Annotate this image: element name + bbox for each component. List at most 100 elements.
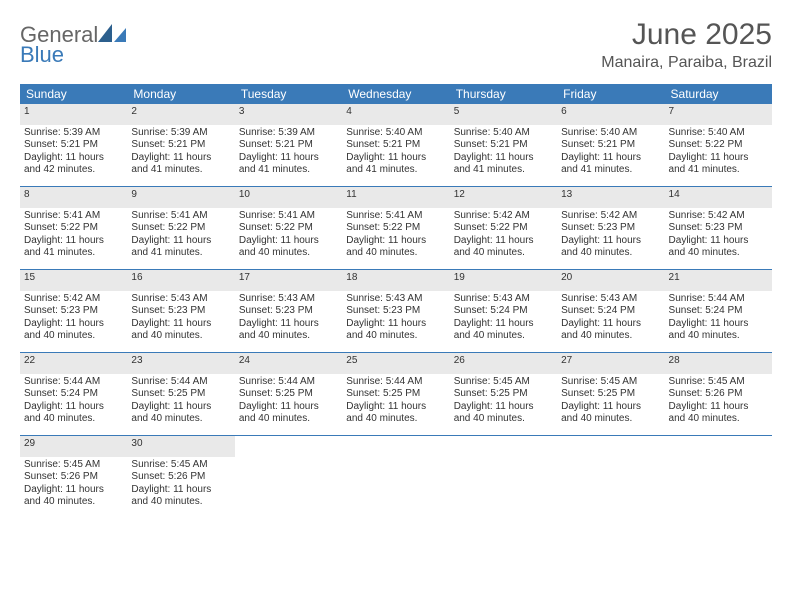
sunset-text: Sunset: 5:22 PM	[346, 222, 445, 235]
day-number: 14	[665, 187, 772, 208]
sunset-text: Sunset: 5:21 PM	[561, 139, 660, 152]
daylight-text-2: and 40 minutes.	[24, 413, 123, 426]
day-number: 15	[20, 270, 127, 291]
sunset-text: Sunset: 5:23 PM	[669, 222, 768, 235]
logo-text-bottom: Blue	[20, 42, 64, 67]
day-cell: Sunrise: 5:45 AMSunset: 5:25 PMDaylight:…	[557, 374, 664, 436]
day-cell: Sunrise: 5:42 AMSunset: 5:23 PMDaylight:…	[20, 291, 127, 353]
day-number	[557, 436, 664, 457]
weekday-header: Wednesday	[342, 84, 449, 104]
sunset-text: Sunset: 5:23 PM	[131, 305, 230, 318]
daylight-text-2: and 42 minutes.	[24, 164, 123, 177]
daynum-row: 22232425262728	[20, 353, 772, 374]
day-number: 22	[20, 353, 127, 374]
day-cell: Sunrise: 5:41 AMSunset: 5:22 PMDaylight:…	[127, 208, 234, 270]
day-number: 27	[557, 353, 664, 374]
daylight-text-2: and 40 minutes.	[24, 496, 123, 509]
daylight-text-1: Daylight: 11 hours	[561, 401, 660, 414]
day-number: 9	[127, 187, 234, 208]
day-cell: Sunrise: 5:39 AMSunset: 5:21 PMDaylight:…	[127, 125, 234, 187]
sunset-text: Sunset: 5:22 PM	[669, 139, 768, 152]
sunset-text: Sunset: 5:25 PM	[561, 388, 660, 401]
sunrise-text: Sunrise: 5:40 AM	[669, 127, 768, 140]
sunset-text: Sunset: 5:22 PM	[24, 222, 123, 235]
day-number: 4	[342, 104, 449, 125]
sunset-text: Sunset: 5:21 PM	[239, 139, 338, 152]
day-cell: Sunrise: 5:40 AMSunset: 5:21 PMDaylight:…	[450, 125, 557, 187]
day-cell: Sunrise: 5:40 AMSunset: 5:21 PMDaylight:…	[557, 125, 664, 187]
sunset-text: Sunset: 5:24 PM	[454, 305, 553, 318]
day-cell: Sunrise: 5:44 AMSunset: 5:25 PMDaylight:…	[342, 374, 449, 436]
sunrise-text: Sunrise: 5:44 AM	[669, 293, 768, 306]
daylight-text-1: Daylight: 11 hours	[24, 235, 123, 248]
sunrise-text: Sunrise: 5:39 AM	[24, 127, 123, 140]
sunrise-text: Sunrise: 5:45 AM	[24, 459, 123, 472]
sunset-text: Sunset: 5:24 PM	[669, 305, 768, 318]
day-number: 17	[235, 270, 342, 291]
sunset-text: Sunset: 5:22 PM	[239, 222, 338, 235]
day-number	[235, 436, 342, 457]
daylight-text-2: and 40 minutes.	[454, 247, 553, 260]
sunset-text: Sunset: 5:25 PM	[346, 388, 445, 401]
sunrise-text: Sunrise: 5:44 AM	[24, 376, 123, 389]
day-cell: Sunrise: 5:45 AMSunset: 5:26 PMDaylight:…	[20, 457, 127, 519]
daylight-text-2: and 40 minutes.	[561, 247, 660, 260]
day-cell: Sunrise: 5:43 AMSunset: 5:24 PMDaylight:…	[450, 291, 557, 353]
daylight-text-1: Daylight: 11 hours	[131, 235, 230, 248]
sunset-text: Sunset: 5:23 PM	[346, 305, 445, 318]
day-cell: Sunrise: 5:42 AMSunset: 5:23 PMDaylight:…	[665, 208, 772, 270]
daylight-text-2: and 40 minutes.	[346, 247, 445, 260]
sunrise-text: Sunrise: 5:45 AM	[454, 376, 553, 389]
sunset-text: Sunset: 5:23 PM	[561, 222, 660, 235]
daylight-text-1: Daylight: 11 hours	[669, 318, 768, 331]
sunrise-text: Sunrise: 5:43 AM	[239, 293, 338, 306]
daylight-text-1: Daylight: 11 hours	[131, 152, 230, 165]
day-number: 18	[342, 270, 449, 291]
day-cell: Sunrise: 5:44 AMSunset: 5:25 PMDaylight:…	[235, 374, 342, 436]
sunset-text: Sunset: 5:21 PM	[346, 139, 445, 152]
daylight-text-2: and 40 minutes.	[24, 330, 123, 343]
day-cell: Sunrise: 5:42 AMSunset: 5:23 PMDaylight:…	[557, 208, 664, 270]
day-cell: Sunrise: 5:40 AMSunset: 5:21 PMDaylight:…	[342, 125, 449, 187]
day-number	[342, 436, 449, 457]
daynum-row: 1234567	[20, 104, 772, 125]
daylight-text-1: Daylight: 11 hours	[239, 401, 338, 414]
daynum-row: 891011121314	[20, 187, 772, 208]
calendar-table: Sunday Monday Tuesday Wednesday Thursday…	[20, 84, 772, 519]
day-number: 23	[127, 353, 234, 374]
daylight-text-1: Daylight: 11 hours	[239, 235, 338, 248]
sunset-text: Sunset: 5:26 PM	[669, 388, 768, 401]
sunrise-text: Sunrise: 5:44 AM	[131, 376, 230, 389]
sunrise-text: Sunrise: 5:41 AM	[346, 210, 445, 223]
sunrise-text: Sunrise: 5:43 AM	[131, 293, 230, 306]
daylight-text-1: Daylight: 11 hours	[561, 152, 660, 165]
sunset-text: Sunset: 5:25 PM	[131, 388, 230, 401]
sunset-text: Sunset: 5:23 PM	[239, 305, 338, 318]
sunset-text: Sunset: 5:22 PM	[131, 222, 230, 235]
daylight-text-2: and 40 minutes.	[561, 330, 660, 343]
daylight-text-1: Daylight: 11 hours	[454, 318, 553, 331]
sunset-text: Sunset: 5:21 PM	[24, 139, 123, 152]
day-number: 26	[450, 353, 557, 374]
daylight-text-2: and 40 minutes.	[239, 330, 338, 343]
daylight-text-1: Daylight: 11 hours	[131, 318, 230, 331]
day-number: 29	[20, 436, 127, 457]
sunrise-text: Sunrise: 5:39 AM	[131, 127, 230, 140]
day-cell	[557, 457, 664, 519]
sunrise-text: Sunrise: 5:41 AM	[131, 210, 230, 223]
detail-row: Sunrise: 5:44 AMSunset: 5:24 PMDaylight:…	[20, 374, 772, 436]
day-cell: Sunrise: 5:40 AMSunset: 5:22 PMDaylight:…	[665, 125, 772, 187]
daylight-text-1: Daylight: 11 hours	[346, 235, 445, 248]
logo-text: General Blue	[20, 24, 126, 65]
detail-row: Sunrise: 5:42 AMSunset: 5:23 PMDaylight:…	[20, 291, 772, 353]
sunset-text: Sunset: 5:24 PM	[24, 388, 123, 401]
daynum-row: 15161718192021	[20, 270, 772, 291]
day-number: 30	[127, 436, 234, 457]
day-cell: Sunrise: 5:39 AMSunset: 5:21 PMDaylight:…	[235, 125, 342, 187]
day-cell: Sunrise: 5:41 AMSunset: 5:22 PMDaylight:…	[20, 208, 127, 270]
daylight-text-2: and 40 minutes.	[669, 330, 768, 343]
daylight-text-2: and 41 minutes.	[131, 247, 230, 260]
daylight-text-1: Daylight: 11 hours	[239, 152, 338, 165]
daylight-text-2: and 40 minutes.	[346, 330, 445, 343]
daylight-text-1: Daylight: 11 hours	[24, 318, 123, 331]
